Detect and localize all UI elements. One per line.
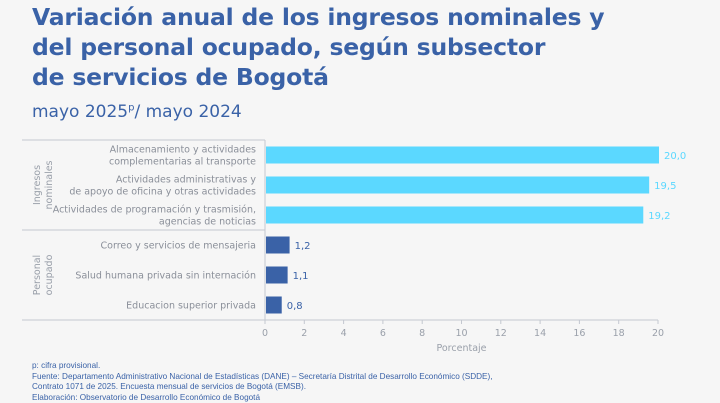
value-label: 1,1: [293, 271, 309, 282]
category-label: Correo y servicios de mensajeria: [101, 241, 256, 252]
category-label-line: Correo y servicios de mensajeria: [101, 241, 256, 252]
x-tick-label: 10: [455, 328, 467, 339]
value-label: 0,8: [287, 301, 303, 312]
value-label: 1,2: [295, 241, 311, 252]
category-label: Educacion superior privada: [126, 301, 256, 312]
x-tick-label: 8: [419, 328, 425, 339]
x-tick-label: 16: [573, 328, 585, 339]
group-label-line: nominales: [44, 160, 55, 209]
category-label-line: de apoyo de oficina y otras actividades: [69, 187, 256, 198]
x-tick-label: 2: [301, 328, 307, 339]
x-tick-label: 14: [534, 328, 546, 339]
footnote-source-cont: Contrato 1071 de 2025. Encuesta mensual …: [32, 382, 493, 393]
group-label: Personalocupado: [32, 254, 55, 295]
chart-footer: p: cifra provisional. Fuente: Departamen…: [32, 361, 493, 403]
bar: [266, 177, 649, 194]
x-tick-label: 0: [262, 328, 268, 339]
value-label: 19,5: [654, 181, 676, 192]
category-label-line: Salud humana privada sin internación: [75, 271, 256, 282]
bar: [266, 267, 288, 284]
group-label: Ingresosnominales: [32, 160, 55, 209]
x-tick-label: 18: [613, 328, 625, 339]
footnote-provisional: p: cifra provisional.: [32, 361, 493, 372]
x-tick-label: 12: [495, 328, 507, 339]
category-label-line: complementarias al transporte: [109, 157, 256, 168]
footnote-elaboration: Elaboración: Observatorio de Desarrollo …: [32, 393, 493, 403]
x-axis-title: Porcentaje: [436, 343, 486, 354]
group-label-line: Personal: [32, 255, 43, 295]
category-label-line: Almacenamiento y actividades: [110, 145, 256, 156]
category-label-line: Actividades de programación y trasmisión…: [53, 205, 256, 216]
footnote-source: Fuente: Departamento Administrativo Naci…: [32, 372, 493, 383]
bar: [266, 147, 659, 164]
bar: [266, 237, 290, 254]
bar: [266, 207, 643, 224]
group-label-line: ocupado: [44, 254, 55, 295]
x-tick-label: 4: [341, 328, 347, 339]
value-label: 20,0: [664, 151, 686, 162]
x-tick-label: 6: [380, 328, 386, 339]
x-tick-label: 20: [652, 328, 664, 339]
group-label-line: Ingresos: [32, 165, 43, 205]
bar: [266, 297, 282, 314]
value-label: 19,2: [648, 211, 670, 222]
category-label: Salud humana privada sin internación: [75, 271, 256, 282]
category-label: Actividades de programación y trasmisión…: [53, 205, 256, 228]
category-label-line: Educacion superior privada: [126, 301, 256, 312]
category-label-line: Actividades administrativas y: [116, 175, 256, 186]
category-label-line: agencias de noticias: [159, 217, 256, 228]
